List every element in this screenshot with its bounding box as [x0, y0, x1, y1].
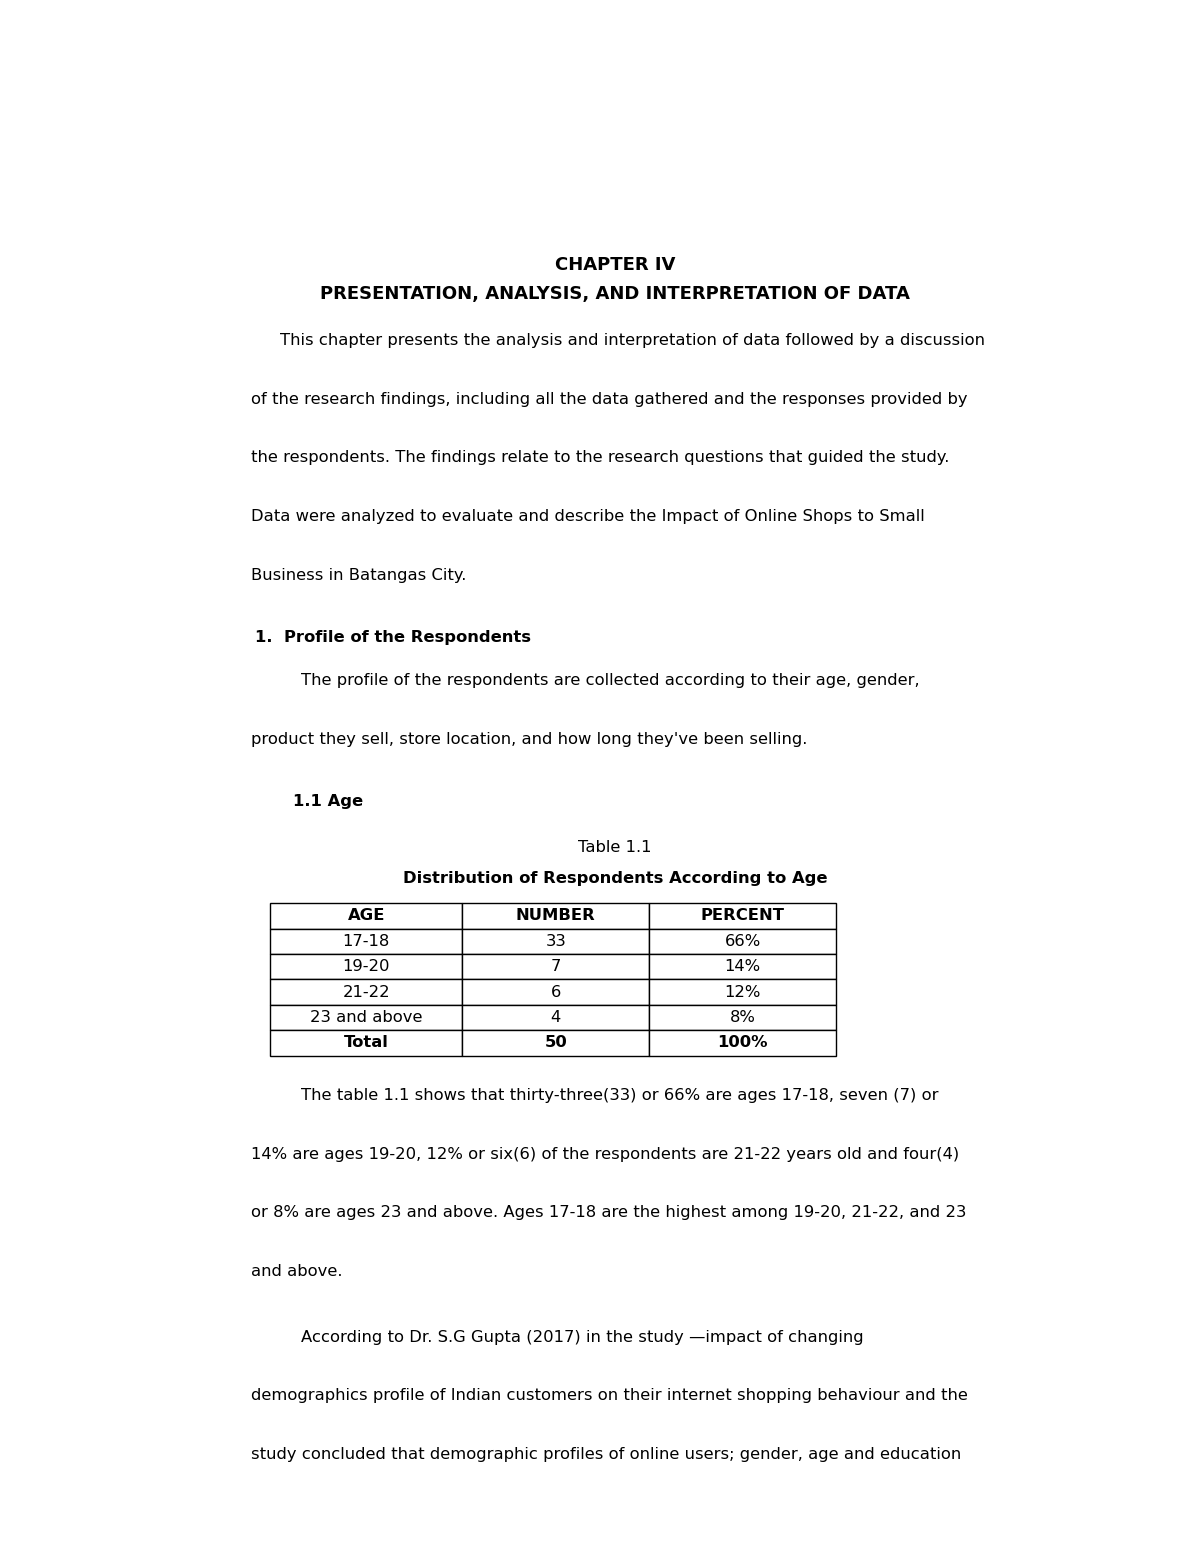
Text: Total: Total	[344, 1036, 389, 1050]
Bar	[462, 904, 649, 929]
Bar	[462, 954, 649, 980]
Text: The table 1.1 shows that thirty-three(33) or 66% are ages 17-18, seven (7) or: The table 1.1 shows that thirty-three(33…	[301, 1089, 938, 1103]
Text: Data were analyzed to evaluate and describe the Impact of Online Shops to Small: Data were analyzed to evaluate and descr…	[251, 509, 924, 523]
Bar	[462, 1030, 649, 1056]
Bar	[649, 1005, 836, 1030]
Text: This chapter presents the analysis and interpretation of data followed by a disc: This chapter presents the analysis and i…	[281, 334, 985, 348]
Text: and above.: and above.	[251, 1264, 342, 1278]
Text: 14% are ages 19-20, 12% or six(6) of the respondents are 21-22 years old and fou: 14% are ages 19-20, 12% or six(6) of the…	[251, 1146, 959, 1162]
Text: Business in Batangas City.: Business in Batangas City.	[251, 567, 466, 582]
Text: 19-20: 19-20	[342, 960, 390, 974]
Text: 1.1 Age: 1.1 Age	[293, 794, 364, 809]
Text: 12%: 12%	[725, 985, 761, 1000]
Text: 100%: 100%	[718, 1036, 768, 1050]
Text: AGE: AGE	[348, 909, 385, 924]
Text: 4: 4	[551, 1009, 560, 1025]
Text: 6: 6	[551, 985, 562, 1000]
Bar	[270, 1030, 462, 1056]
Text: 21-22: 21-22	[342, 985, 390, 1000]
Text: Table 1.1: Table 1.1	[578, 840, 652, 856]
Bar	[649, 954, 836, 980]
Text: 33: 33	[546, 933, 566, 949]
Text: NUMBER: NUMBER	[516, 909, 595, 924]
Text: 50: 50	[545, 1036, 568, 1050]
Text: CHAPTER IV: CHAPTER IV	[554, 256, 676, 273]
Text: The profile of the respondents are collected according to their age, gender,: The profile of the respondents are colle…	[301, 672, 919, 688]
Bar	[649, 904, 836, 929]
Text: 14%: 14%	[725, 960, 761, 974]
Text: study concluded that demographic profiles of online users; gender, age and educa: study concluded that demographic profile…	[251, 1447, 961, 1461]
Bar	[462, 980, 649, 1005]
Bar	[270, 954, 462, 980]
Text: 7: 7	[551, 960, 562, 974]
Text: According to Dr. S.G Gupta (2017) in the study —impact of changing: According to Dr. S.G Gupta (2017) in the…	[301, 1329, 864, 1345]
Bar	[270, 929, 462, 954]
Text: or 8% are ages 23 and above. Ages 17-18 are the highest among 19-20, 21-22, and : or 8% are ages 23 and above. Ages 17-18 …	[251, 1205, 966, 1221]
Bar	[270, 1005, 462, 1030]
Text: 8%: 8%	[730, 1009, 756, 1025]
Text: PRESENTATION, ANALYSIS, AND INTERPRETATION OF DATA: PRESENTATION, ANALYSIS, AND INTERPRETATI…	[320, 284, 910, 303]
Bar	[462, 929, 649, 954]
Text: 17-18: 17-18	[343, 933, 390, 949]
Text: of the research findings, including all the data gathered and the responses prov: of the research findings, including all …	[251, 391, 967, 407]
Text: PERCENT: PERCENT	[701, 909, 785, 924]
Bar	[462, 1005, 649, 1030]
Bar	[649, 1030, 836, 1056]
Text: 23 and above: 23 and above	[310, 1009, 422, 1025]
Bar	[270, 980, 462, 1005]
Text: product they sell, store location, and how long they've been selling.: product they sell, store location, and h…	[251, 731, 808, 747]
Text: 1.  Profile of the Respondents: 1. Profile of the Respondents	[254, 631, 530, 644]
Text: the respondents. The findings relate to the research questions that guided the s: the respondents. The findings relate to …	[251, 450, 949, 466]
Bar	[649, 980, 836, 1005]
Text: 66%: 66%	[725, 933, 761, 949]
Text: demographics profile of Indian customers on their internet shopping behaviour an: demographics profile of Indian customers…	[251, 1388, 967, 1404]
Text: Distribution of Respondents According to Age: Distribution of Respondents According to…	[403, 871, 827, 885]
Bar	[649, 929, 836, 954]
Bar	[270, 904, 462, 929]
